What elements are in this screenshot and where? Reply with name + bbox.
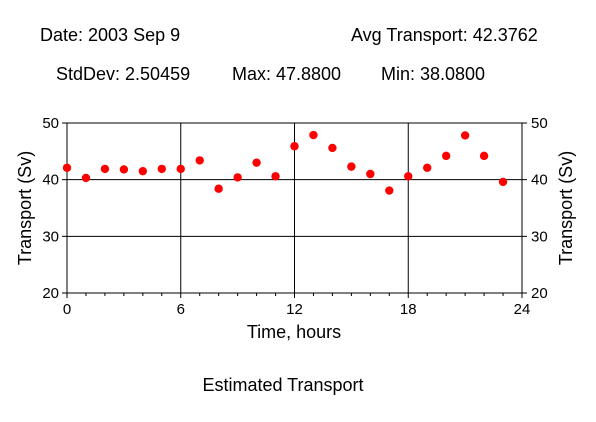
min-label: Min: 38.0800 [381,64,485,84]
data-point [62,163,72,172]
y-tick-label-right: 50 [531,115,548,132]
data-point [404,172,413,181]
data-point [347,162,356,171]
data-point [290,142,299,151]
y-tick-label-right: 20 [531,285,548,302]
data-point [271,172,280,181]
data-point [385,186,394,195]
data-point [176,164,185,174]
data-point [328,143,337,153]
data-point [498,177,508,187]
data-point [81,173,91,183]
y-tick-label-left: 40 [42,172,59,189]
data-point [460,131,470,140]
data-point [138,166,148,176]
y-tick-label-right: 40 [531,172,548,189]
y-tick-label-right: 30 [531,228,548,245]
y-tick-label-left: 50 [42,115,59,132]
x-tick-label: 0 [63,301,71,318]
date-label: Date: 2003 Sep 9 [40,25,180,45]
x-tick-label: 6 [177,301,185,318]
y-tick-label-left: 30 [42,228,59,245]
data-point [195,156,204,165]
data-point [119,165,129,174]
y2-axis-label: Transport (Sv) [556,151,576,265]
x-tick-label: 18 [400,301,417,318]
data-point [214,184,223,193]
data-point [366,169,375,179]
data-point [233,173,242,182]
data-point [157,164,166,174]
data-point [309,130,318,140]
data-point [441,151,451,161]
avg-transport-label: Avg Transport: 42.3762 [351,25,538,45]
data-point [479,151,489,161]
x-axis-label: Time, hours [247,322,341,342]
data-point [252,158,261,167]
y-axis-label: Transport (Sv) [15,151,35,265]
max-label: Max: 47.8800 [232,64,341,84]
y-tick-label-left: 20 [42,285,59,302]
chart-caption: Estimated Transport [202,375,363,395]
stddev-label: StdDev: 2.50459 [56,64,190,84]
data-point [100,164,110,174]
data-point [423,163,432,172]
x-tick-label: 12 [286,301,303,318]
x-tick-label: 24 [514,301,531,318]
